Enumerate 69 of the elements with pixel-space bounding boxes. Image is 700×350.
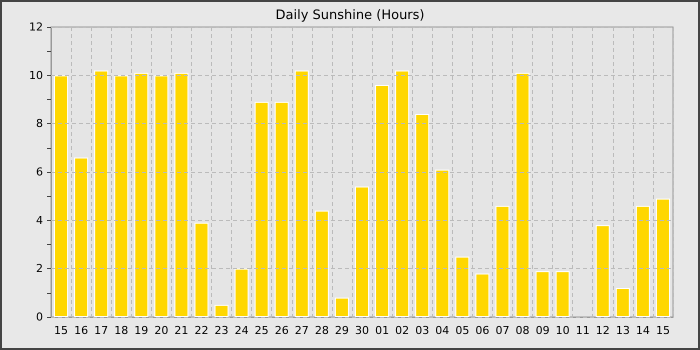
bar	[636, 206, 650, 317]
x-tick-label: 03	[415, 324, 430, 337]
x-tick-label: 06	[475, 324, 490, 337]
x-tick-label: 02	[395, 324, 410, 337]
chart-title: Daily Sunshine (Hours)	[276, 8, 424, 23]
x-tick-label: 22	[194, 324, 208, 337]
y-tick-label: 8	[36, 117, 43, 130]
x-tick-label: 14	[636, 324, 650, 337]
bar	[616, 288, 630, 317]
bar	[536, 271, 550, 317]
y-tick-label: 6	[36, 166, 43, 178]
x-tick-label: 15	[54, 324, 68, 337]
y-tick-label: 10	[29, 68, 43, 82]
bar	[415, 114, 430, 317]
y-tick-label: 4	[36, 214, 43, 227]
bar	[294, 70, 309, 317]
x-tick-label: 30	[355, 324, 369, 337]
x-tick-label: 11	[576, 324, 590, 337]
bar	[656, 198, 670, 317]
y-tick-label: 2	[36, 262, 43, 276]
bar	[214, 304, 229, 317]
bar	[174, 72, 188, 317]
x-tick-label: 15	[656, 324, 670, 337]
bar	[74, 158, 88, 317]
bar	[234, 268, 249, 317]
bar	[556, 271, 570, 317]
x-tick-label: 21	[174, 324, 188, 337]
x-tick-label: 16	[74, 324, 88, 337]
x-tick-label: 10	[556, 324, 570, 337]
x-tick-label: 18	[114, 324, 128, 337]
x-tick-label: 17	[94, 324, 108, 337]
x-tick-label: 23	[214, 324, 229, 337]
x-tick-label: 27	[294, 324, 309, 337]
bar	[596, 225, 610, 317]
bar	[395, 70, 410, 317]
x-tick-label: 09	[536, 324, 550, 337]
x-tick-label: 08	[516, 324, 530, 337]
x-tick-label: 28	[314, 324, 329, 337]
bar	[194, 222, 209, 317]
x-tick-label: 05	[455, 324, 470, 337]
bar	[375, 85, 390, 317]
y-tick-label: 0	[36, 310, 43, 324]
bar	[114, 75, 128, 317]
bar	[435, 170, 450, 317]
x-tick-label: 12	[596, 324, 610, 337]
x-tick-label: 01	[375, 324, 390, 337]
bar	[154, 75, 168, 317]
x-tick-label: 19	[134, 324, 148, 337]
bar	[94, 70, 108, 317]
bar	[134, 72, 148, 317]
x-tick-label: 29	[334, 324, 349, 337]
y-tick-label: 12	[29, 20, 43, 34]
bar	[314, 210, 329, 317]
x-tick-label: 04	[435, 324, 450, 337]
x-tick-label: 13	[616, 324, 630, 337]
bar	[274, 102, 289, 317]
x-tick-label: 07	[495, 324, 510, 337]
bar	[475, 274, 490, 317]
bar	[334, 298, 349, 317]
x-tick-label: 20	[154, 324, 168, 337]
bar	[54, 75, 68, 317]
x-tick-label: 26	[274, 324, 289, 337]
bar	[254, 102, 269, 317]
bar	[455, 256, 470, 317]
x-tick-label: 24	[234, 324, 249, 337]
bar	[515, 72, 530, 317]
bar	[354, 186, 370, 317]
x-tick-label: 25	[254, 324, 269, 337]
bar	[495, 206, 510, 317]
